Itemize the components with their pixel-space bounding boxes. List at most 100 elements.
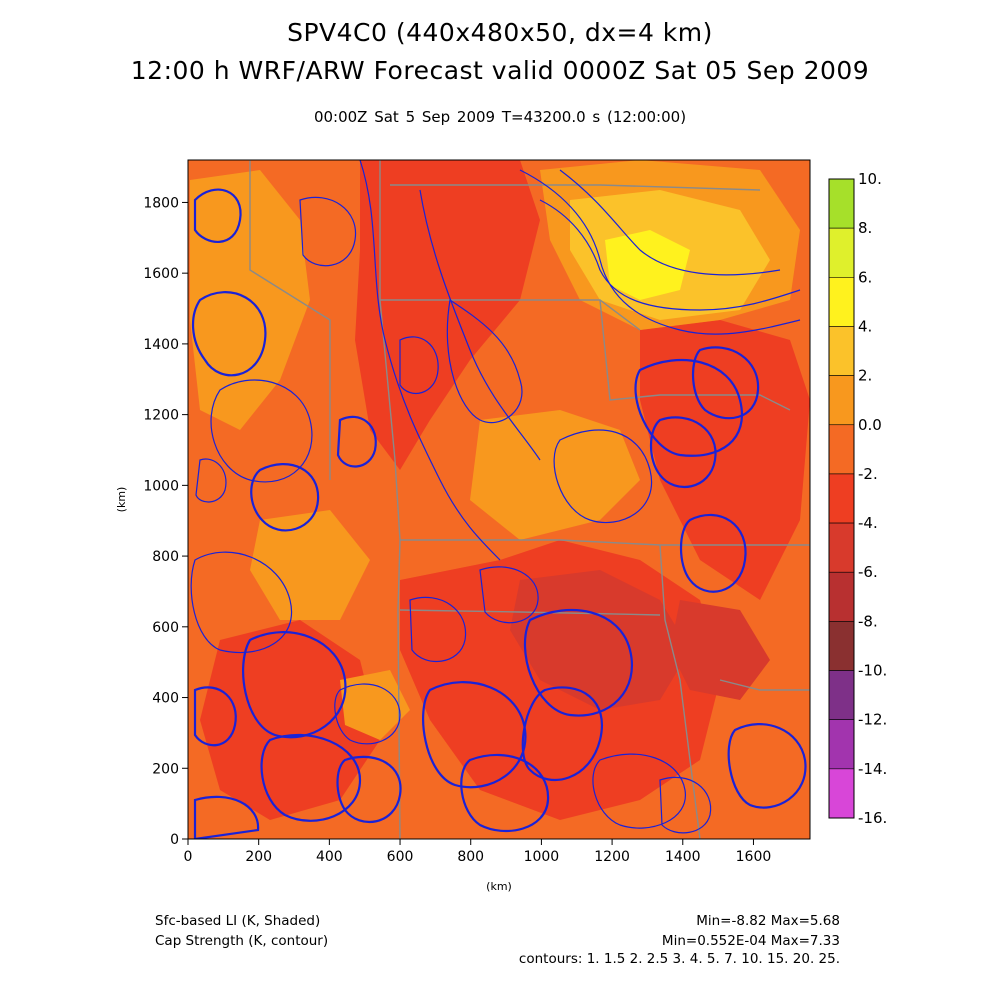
title-line-1: SPV4C0 (440x480x50, dx=4 km) — [287, 18, 713, 47]
shade-region-mild-center — [470, 410, 640, 540]
colorbar-bin — [828, 719, 855, 770]
colorbar-label: -4. — [858, 514, 878, 532]
state-border-line — [399, 609, 661, 616]
contour-line — [680, 514, 747, 593]
x-tick-label: 400 — [316, 849, 343, 865]
contour-line — [409, 596, 467, 663]
state-borders — [249, 160, 810, 839]
contour-line — [260, 733, 362, 822]
contour-line — [191, 291, 267, 377]
contour-line — [479, 566, 539, 624]
contour-line — [650, 416, 717, 489]
contour-line — [334, 683, 401, 745]
contour-line — [336, 415, 377, 468]
contour-line — [446, 298, 523, 424]
contour-levels: contours: 1. 1.5 2. 2.5 3. 4. 5. 7. 10. … — [518, 951, 840, 967]
contour-line — [190, 551, 293, 654]
plot-frame — [187, 159, 811, 840]
colorbar-bin — [828, 326, 855, 376]
x-tick-label: 1400 — [665, 849, 701, 865]
x-tick-label: 200 — [245, 849, 272, 865]
shade-region-mild-west2 — [250, 510, 370, 620]
cap-strength-contours — [190, 160, 807, 839]
colorbar-bin — [828, 473, 855, 524]
contour-field-label: Cap Strength (K, contour) — [155, 933, 329, 949]
colorbar-bin — [828, 227, 855, 278]
colorbar-label: -8. — [858, 612, 878, 630]
y-tick-label: 1400 — [143, 337, 179, 353]
contour-line — [250, 463, 320, 532]
y-tick-label: 0 — [170, 832, 179, 848]
contour-line — [523, 608, 633, 717]
y-tick-label: 1200 — [143, 408, 179, 424]
colorbar-bin — [828, 522, 855, 573]
shaded-field — [188, 160, 810, 839]
colorbar-label: 0.0 — [858, 416, 882, 434]
contour-line — [193, 795, 260, 839]
colorbar-label: -6. — [858, 563, 878, 581]
state-border-line — [249, 160, 331, 480]
contour-line — [659, 776, 712, 834]
contour-line — [634, 358, 743, 457]
contour-line — [559, 169, 781, 276]
x-tick-label: 600 — [387, 849, 414, 865]
contour-line — [210, 379, 313, 483]
shade-region-warm-sw — [200, 620, 380, 820]
contour-line — [592, 753, 686, 829]
y-tick-label: 200 — [152, 761, 179, 777]
contour-line — [727, 723, 807, 809]
y-tick-label: 800 — [152, 549, 179, 565]
shaded-min-max: Min=-8.82 Max=5.68 — [696, 913, 840, 929]
contour-line — [553, 429, 653, 524]
colorbar-bin — [828, 424, 855, 475]
y-tick-label: 600 — [152, 620, 179, 636]
state-border-line — [719, 679, 810, 691]
subtitle-time: 00:00Z Sat 5 Sep 2009 T=43200.0 s (12:00… — [313, 108, 687, 126]
colorbar-bin — [828, 670, 855, 720]
contour-min-max: Min=0.552E-04 Max=7.33 — [661, 933, 840, 949]
colorbar-bin — [828, 178, 855, 229]
contour-line — [359, 160, 501, 561]
x-axis-unit: (km) — [486, 880, 512, 893]
contour-line — [193, 686, 237, 747]
colorbar-label: -10. — [858, 662, 887, 680]
colorbar-label: 2. — [858, 367, 872, 385]
colorbar-label: -14. — [858, 760, 887, 778]
contour-line — [521, 686, 603, 782]
contour-line — [519, 169, 801, 335]
shaded-field-label: Sfc-based LI (K, Shaded) — [155, 913, 321, 929]
colorbar-bin — [828, 768, 855, 819]
state-border-line — [599, 299, 791, 411]
contour-line — [422, 681, 527, 789]
x-tick-label: 0 — [184, 849, 193, 865]
colorbar-label: 10. — [858, 170, 882, 188]
shade-region-deep-se — [670, 600, 770, 700]
colorbar-label: 8. — [858, 219, 872, 237]
state-border-line — [390, 184, 761, 191]
colorbar-bin — [828, 621, 855, 671]
colorbar-bin — [828, 571, 855, 622]
title-line-2: 12:00 h WRF/ARW Forecast valid 0000Z Sat… — [130, 56, 870, 85]
map-axes: 0 200 400 600 800 1000 1200 1400 1600 0 200 400 600 8… — [115, 195, 771, 893]
y-tick-label: 1600 — [143, 266, 179, 282]
contour-line — [242, 631, 347, 739]
x-tick-label: 1000 — [524, 849, 560, 865]
shade-region-mild-south — [340, 670, 410, 740]
shade-region-warm-east — [640, 320, 810, 600]
contour-line — [336, 755, 402, 824]
state-border-line — [659, 544, 701, 839]
contour-line — [419, 189, 541, 461]
y-tick-label: 400 — [152, 691, 179, 707]
contour-line — [399, 336, 439, 394]
colorbar-label: -16. — [858, 809, 887, 827]
y-tick-label: 1000 — [143, 478, 179, 494]
x-tick-label: 800 — [457, 849, 484, 865]
contour-line — [299, 196, 357, 267]
contour-line — [193, 188, 242, 243]
shade-region-high-ne — [605, 230, 690, 300]
contour-line — [460, 753, 550, 833]
y-axis-unit: (km) — [115, 487, 128, 513]
shade-region-deep-central — [510, 570, 690, 710]
y-tick-label: 1800 — [143, 195, 179, 211]
colorbar-label: -2. — [858, 465, 878, 483]
